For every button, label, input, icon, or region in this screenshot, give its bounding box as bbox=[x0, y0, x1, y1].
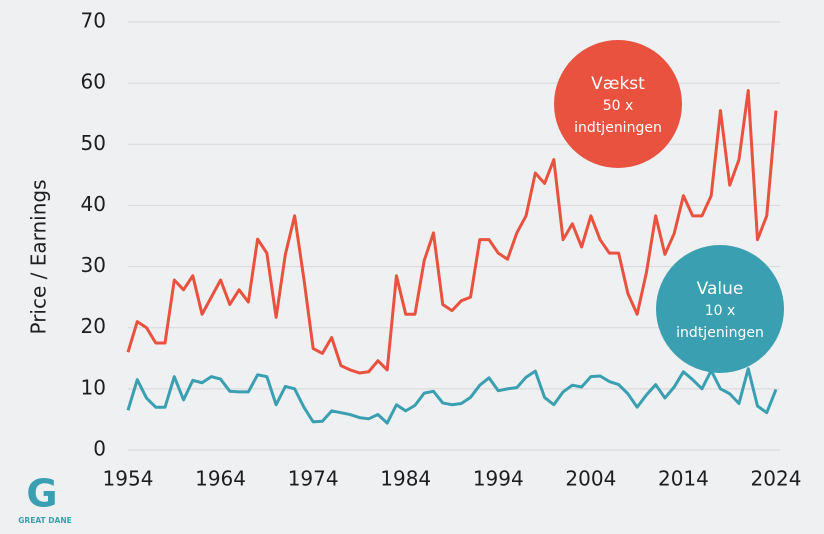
x-tick-label: 1984 bbox=[380, 467, 431, 491]
series-line bbox=[126, 88, 778, 375]
annotation-text: 10 x bbox=[705, 303, 736, 319]
annotation-text: indtjeningen bbox=[676, 325, 764, 341]
x-tick-label: 2024 bbox=[751, 467, 802, 491]
annotation-text: indtjeningen bbox=[574, 120, 662, 136]
y-tick-label: 30 bbox=[81, 253, 106, 277]
annotation-bubble bbox=[554, 40, 682, 168]
annotation-text: Value bbox=[697, 279, 744, 299]
x-tick-label: 1974 bbox=[288, 467, 339, 491]
annotation-text: 50 x bbox=[603, 98, 634, 114]
annotation-text: Vækst bbox=[591, 74, 645, 94]
y-tick-label: 70 bbox=[81, 9, 106, 33]
y-tick-label: 50 bbox=[81, 131, 106, 155]
x-tick-label: 2014 bbox=[658, 467, 709, 491]
y-tick-label: 20 bbox=[81, 314, 106, 338]
annotation-bubble bbox=[656, 245, 784, 373]
logo-text: GREAT DANE bbox=[18, 516, 71, 525]
y-tick-label: 10 bbox=[81, 375, 106, 399]
y-tick-label: 60 bbox=[81, 70, 106, 94]
y-axis-label: Price / Earnings bbox=[27, 179, 51, 334]
series-line bbox=[126, 367, 778, 425]
logo-mark: G bbox=[26, 472, 57, 516]
y-tick-label: 40 bbox=[81, 192, 106, 216]
x-tick-label: 1964 bbox=[195, 467, 246, 491]
x-tick-label: 2004 bbox=[565, 467, 616, 491]
x-tick-label: 1994 bbox=[473, 467, 524, 491]
x-tick-label: 1954 bbox=[103, 467, 154, 491]
y-tick-label: 0 bbox=[93, 437, 106, 461]
